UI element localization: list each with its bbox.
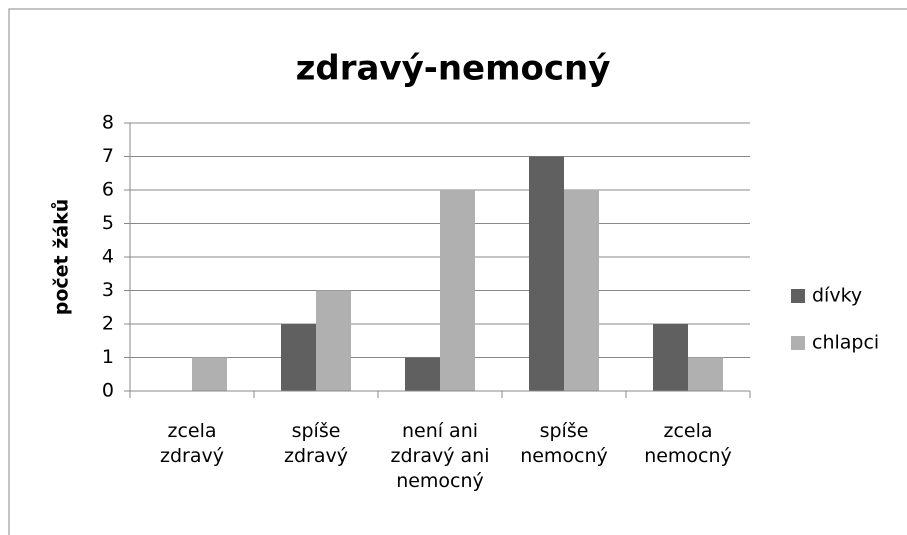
bar bbox=[564, 190, 599, 391]
bar bbox=[281, 324, 316, 391]
y-tick-label: 8 bbox=[102, 112, 114, 134]
legend-label: dívky bbox=[812, 285, 862, 307]
y-tick-label: 3 bbox=[102, 279, 114, 301]
y-tick-label: 4 bbox=[102, 246, 114, 268]
y-axis-label: počet žáků bbox=[50, 199, 73, 316]
legend-label: chlapci bbox=[812, 332, 879, 354]
y-tick-label: 1 bbox=[102, 346, 114, 368]
legend-swatch bbox=[791, 336, 805, 350]
x-tick-label: zcela nemocný bbox=[644, 420, 732, 467]
bar bbox=[316, 290, 351, 391]
x-tick-label: není ani zdravý ani nemocný bbox=[390, 420, 490, 492]
x-tick-label: spíše nemocný bbox=[520, 420, 608, 467]
legend-swatch bbox=[791, 289, 805, 303]
chart-title: zdravý-nemocný bbox=[296, 49, 611, 89]
x-tick-label: spíše zdravý bbox=[284, 420, 348, 467]
bar bbox=[653, 324, 688, 391]
bar bbox=[688, 357, 723, 391]
bar bbox=[405, 357, 440, 391]
bar bbox=[440, 190, 475, 391]
y-tick-label: 0 bbox=[102, 380, 114, 402]
y-tick-label: 2 bbox=[102, 313, 114, 335]
y-tick-label: 7 bbox=[102, 145, 114, 167]
bar bbox=[192, 357, 227, 391]
y-tick-label: 5 bbox=[102, 212, 114, 234]
bar bbox=[529, 156, 564, 391]
x-tick-label: zcela zdravý bbox=[160, 420, 224, 467]
y-tick-label: 6 bbox=[102, 179, 114, 201]
